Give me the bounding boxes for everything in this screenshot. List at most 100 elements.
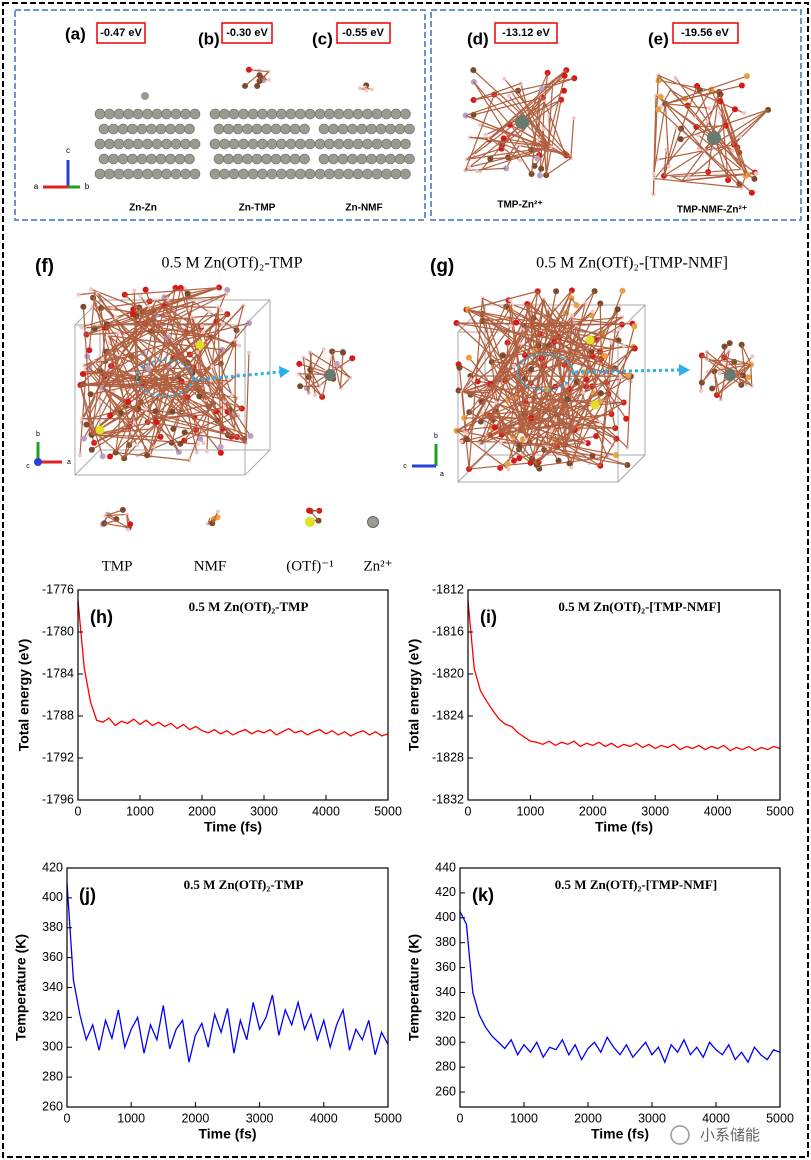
atom	[219, 308, 224, 313]
axis-triad: c a b	[34, 146, 90, 191]
bond	[696, 125, 726, 128]
bond	[489, 383, 617, 440]
plot-frame	[66, 867, 389, 1108]
atom	[254, 82, 261, 89]
zn-atom	[257, 108, 268, 120]
panel-label: (j)	[79, 885, 96, 905]
y-tick-label: 260	[42, 1099, 63, 1113]
atom	[699, 389, 704, 394]
zn-atom	[385, 123, 396, 135]
bond	[309, 352, 316, 396]
y-tick-label: -1816	[432, 624, 464, 638]
zn-atom	[707, 131, 721, 145]
atom	[483, 132, 488, 137]
x-tick-label: 4000	[310, 1111, 338, 1125]
bond	[517, 392, 602, 434]
y-tick-label: -1776	[42, 582, 74, 596]
x-tick-label: 1000	[126, 804, 154, 818]
zn-atom	[94, 168, 106, 180]
legend-label: NMF	[194, 558, 227, 574]
bond	[248, 69, 269, 73]
zn-atom	[161, 138, 172, 150]
zn-atom	[257, 138, 268, 150]
bond	[733, 109, 769, 146]
bond	[530, 96, 540, 175]
bond	[546, 399, 569, 447]
bond	[701, 350, 730, 384]
atom	[666, 164, 671, 169]
x-tick-label: 0	[64, 1111, 71, 1125]
x-tick-label: 5000	[374, 1111, 402, 1125]
zn-atom	[314, 138, 326, 150]
atom	[527, 397, 532, 402]
bond	[466, 148, 502, 160]
zn-atom	[356, 153, 368, 165]
zn-atom	[123, 168, 134, 180]
zn-atom	[394, 123, 406, 135]
atom	[125, 527, 130, 532]
zn-atom	[155, 123, 167, 135]
y-tick-label: -1792	[42, 750, 74, 764]
atom	[204, 449, 209, 454]
atom	[194, 450, 199, 455]
plot-frame	[467, 589, 781, 801]
bond	[88, 292, 96, 351]
bond	[186, 361, 212, 381]
bond	[308, 376, 323, 398]
atom	[693, 123, 700, 130]
bond	[91, 324, 108, 435]
chart-title: 0.5 M Zn(OTf)₂-TMP	[184, 877, 304, 892]
legend-label: Zn²⁺	[363, 558, 392, 574]
y-tick-label: -1796	[42, 792, 74, 806]
zn-atom	[371, 138, 383, 150]
x-tick-label: 5000	[766, 804, 794, 818]
y-tick-label: 320	[42, 1010, 63, 1024]
bond	[545, 157, 572, 176]
legend-label: (OTf)⁻¹	[286, 558, 333, 574]
atom	[99, 453, 106, 460]
atom	[229, 393, 234, 398]
atom	[297, 383, 304, 390]
zn-atom	[337, 153, 349, 165]
bond	[467, 308, 517, 324]
bond	[524, 378, 617, 440]
bond	[564, 315, 573, 445]
zn-atom	[314, 168, 326, 180]
x-tick-label: 5000	[374, 804, 402, 818]
cell	[617, 454, 646, 483]
zn-atom	[724, 369, 736, 381]
bond	[339, 377, 351, 389]
zn-atom	[151, 138, 163, 150]
solvation-ring	[136, 359, 194, 397]
zn-atom	[161, 168, 172, 180]
bond	[84, 322, 250, 367]
bond	[540, 69, 567, 169]
y-axis-label: Temperature (K)	[406, 934, 422, 1041]
bond	[688, 109, 769, 179]
zn-atom	[142, 168, 153, 180]
zn-atom	[170, 138, 182, 150]
zn-atom	[142, 108, 153, 120]
y-tick-label: 380	[42, 920, 63, 934]
bond	[78, 292, 96, 296]
zn-atom	[251, 153, 263, 165]
zn-atom	[132, 138, 144, 150]
bond	[485, 316, 538, 466]
bond	[102, 387, 129, 403]
atom	[100, 357, 105, 362]
atom	[561, 87, 568, 94]
zn-atom	[151, 168, 163, 180]
bond	[504, 310, 512, 381]
zn-atom	[104, 138, 115, 150]
zn-atom	[136, 153, 148, 165]
zn-atom	[276, 138, 287, 150]
y-tick-label: 420	[435, 885, 456, 899]
axis-letter: c	[403, 463, 407, 470]
x-tick-label: 1000	[117, 1111, 145, 1125]
zn-atom	[362, 168, 373, 180]
bond	[546, 341, 556, 447]
bond	[570, 118, 575, 159]
atom	[546, 342, 553, 349]
atom	[538, 165, 545, 172]
x-tick-label: 3000	[638, 1111, 666, 1125]
